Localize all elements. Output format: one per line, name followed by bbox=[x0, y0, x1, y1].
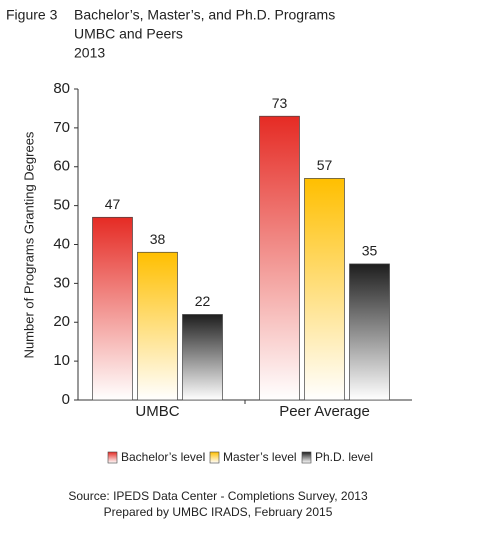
y-tick-label: 20 bbox=[53, 313, 70, 330]
y-tick-label: 10 bbox=[53, 352, 70, 369]
chart-title: Bachelor’s, Master’s, and Ph.D. Programs bbox=[74, 7, 335, 23]
value-label: 57 bbox=[317, 157, 333, 173]
value-label: 22 bbox=[195, 293, 211, 309]
y-tick-label: 70 bbox=[53, 119, 70, 136]
value-label: 73 bbox=[272, 95, 288, 111]
legend-swatch bbox=[107, 451, 118, 464]
bar bbox=[137, 251, 178, 401]
x-tick-label: Peer Average bbox=[279, 403, 370, 420]
y-tick-label: 60 bbox=[53, 158, 70, 175]
y-tick-label: 0 bbox=[62, 391, 70, 408]
y-axis-label: Number of Programs Granting Degrees bbox=[21, 131, 36, 358]
bar bbox=[92, 216, 133, 401]
bar bbox=[259, 115, 300, 401]
chart-date: 2013 bbox=[74, 45, 105, 61]
value-label: 35 bbox=[362, 243, 378, 259]
y-tick-label: 30 bbox=[53, 274, 70, 291]
legend-swatch bbox=[301, 451, 312, 464]
legend-label: Ph.D. level bbox=[315, 450, 373, 464]
bar bbox=[182, 314, 223, 401]
source-note: Source: IPEDS Data Center - Completions … bbox=[68, 489, 368, 503]
y-tick-label: 80 bbox=[53, 80, 70, 97]
legend-swatch bbox=[209, 451, 220, 464]
figure-label: Figure 3 bbox=[6, 7, 58, 23]
y-tick-label: 50 bbox=[53, 197, 70, 214]
chart-subtitle: UMBC and Peers bbox=[74, 26, 183, 42]
source-note: Prepared by UMBC IRADS, February 2015 bbox=[104, 505, 333, 519]
legend-label: Master’s level bbox=[223, 450, 297, 464]
legend-label: Bachelor’s level bbox=[121, 450, 205, 464]
value-label: 47 bbox=[105, 196, 121, 212]
bar bbox=[304, 178, 345, 401]
bar bbox=[349, 263, 390, 401]
x-tick-label: UMBC bbox=[135, 403, 179, 420]
value-label: 38 bbox=[150, 231, 166, 247]
y-tick-label: 40 bbox=[53, 235, 70, 252]
